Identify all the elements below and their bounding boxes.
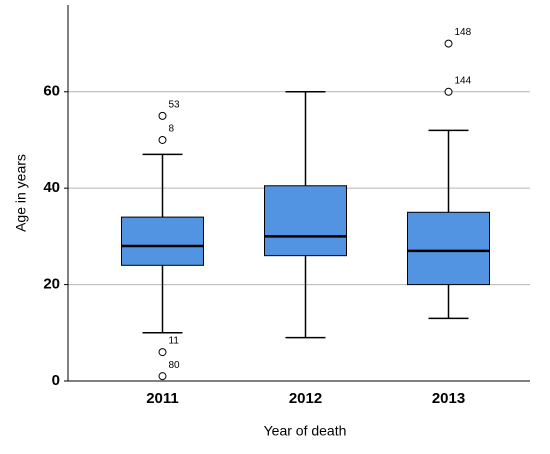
outlier-case: 80: [169, 360, 181, 371]
outlier-case: 8: [169, 124, 175, 135]
x-axis-title: Year of death: [264, 423, 347, 439]
box: [121, 216, 204, 266]
outlier-case: 148: [455, 27, 472, 38]
outlier-case: 53: [169, 100, 181, 111]
box: [264, 185, 347, 257]
outlier: [158, 372, 167, 381]
outlier: [158, 348, 167, 357]
outlier: [158, 135, 167, 144]
outlier: [158, 111, 167, 120]
x-tick-label: 2012: [289, 390, 322, 407]
x-tick-label: 2013: [432, 390, 465, 407]
y-tick-label: 40: [43, 179, 60, 196]
outlier-case: 11: [169, 336, 180, 347]
y-axis-title: Age in years: [13, 154, 29, 232]
y-tick-label: 0: [52, 372, 60, 389]
outlier-case: 144: [455, 75, 472, 86]
y-tick-label: 20: [43, 276, 60, 293]
box: [407, 211, 490, 286]
outlier: [444, 87, 453, 96]
outlier: [444, 39, 453, 48]
x-tick-label: 2011: [146, 390, 179, 407]
y-tick-label: 60: [43, 83, 60, 100]
